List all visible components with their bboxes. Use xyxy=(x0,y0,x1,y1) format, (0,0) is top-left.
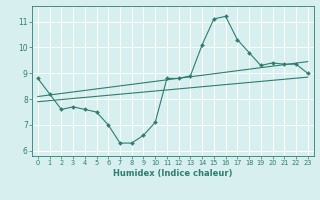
X-axis label: Humidex (Indice chaleur): Humidex (Indice chaleur) xyxy=(113,169,233,178)
